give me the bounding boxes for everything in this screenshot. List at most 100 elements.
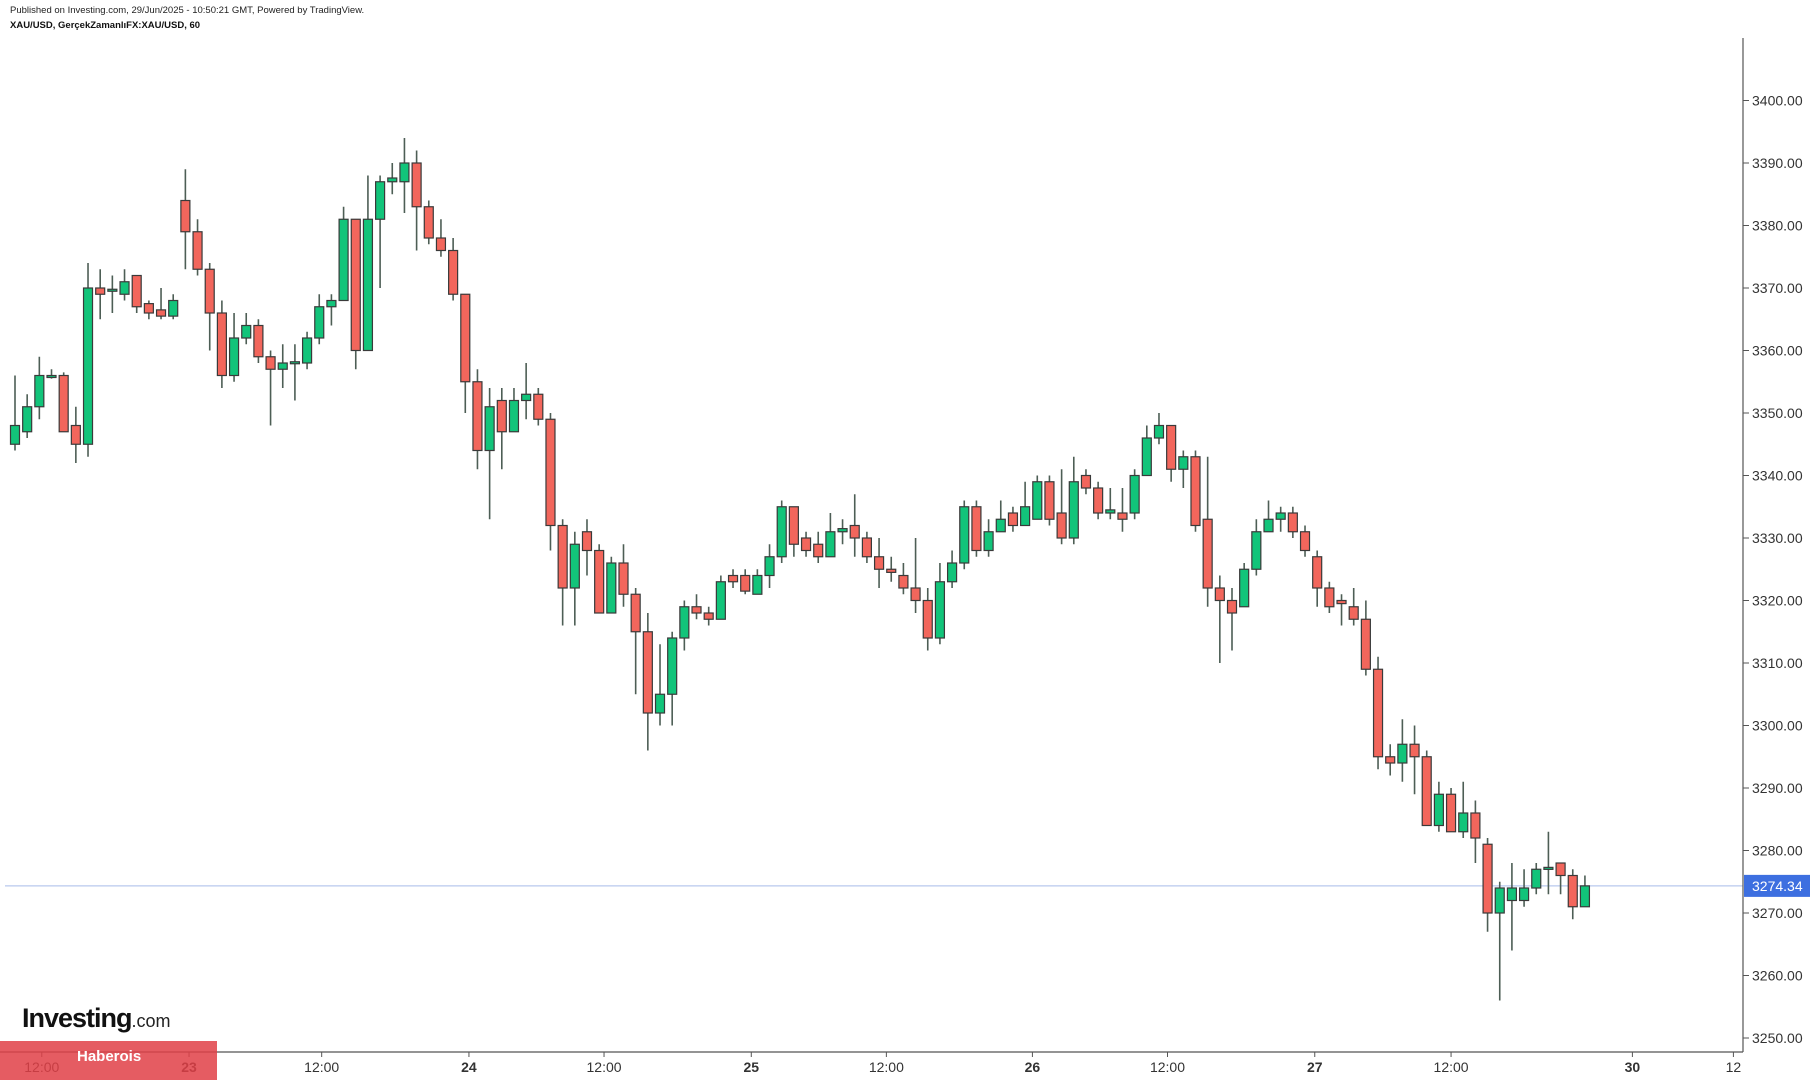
candle — [691, 594, 702, 620]
candle — [1482, 838, 1493, 932]
x-tick-label: 26 — [1025, 1059, 1041, 1075]
candle — [630, 588, 641, 695]
candle — [326, 294, 337, 326]
candle — [1178, 450, 1189, 488]
candle — [1312, 550, 1323, 607]
candle-body-down — [216, 312, 227, 377]
candle — [1458, 781, 1469, 838]
candle — [1202, 456, 1213, 607]
candle-body-down — [1202, 518, 1213, 589]
candle-body-up — [715, 581, 726, 620]
candle-body-up — [1105, 509, 1116, 514]
candle-body-up — [1531, 868, 1542, 889]
candle-body-up — [82, 287, 94, 445]
candle-body-down — [1421, 756, 1432, 827]
candle-body-down — [1226, 599, 1238, 614]
candle — [569, 531, 580, 626]
candle-body-down — [1214, 587, 1225, 602]
candle — [1385, 744, 1396, 776]
y-tick-label: 3310.00 — [1752, 655, 1803, 671]
candle-body-down — [630, 593, 641, 633]
candle-body-up — [776, 506, 787, 558]
candle-body-down — [70, 424, 81, 445]
candle-body-up — [1543, 866, 1554, 870]
candle — [1141, 425, 1152, 477]
candle — [1579, 875, 1591, 908]
candle-body-down — [423, 206, 434, 239]
candle-body-down — [253, 324, 264, 358]
candle-body-up — [1020, 506, 1031, 527]
candle-body-up — [825, 531, 836, 558]
candle — [228, 313, 240, 382]
candle-body-up — [1458, 812, 1469, 833]
x-tick-label: 12 — [1726, 1059, 1742, 1075]
candle-body-up — [1068, 481, 1079, 539]
candle — [289, 344, 301, 401]
candle-body-down — [411, 162, 422, 208]
candle — [1007, 506, 1019, 532]
candle — [241, 313, 252, 345]
candle — [472, 369, 483, 470]
candle-body-down — [922, 599, 933, 639]
candle — [314, 294, 325, 345]
candle-body-up — [314, 306, 325, 339]
candle-body-up — [1032, 481, 1043, 520]
candle — [107, 275, 118, 313]
candle — [1409, 725, 1420, 795]
candle-body-up — [606, 562, 617, 614]
candle-body-down — [1093, 487, 1104, 514]
y-tick-label: 3300.00 — [1752, 718, 1803, 734]
candle — [715, 575, 726, 620]
candle-body-down — [1299, 531, 1311, 552]
candle — [873, 538, 885, 588]
candle-body-down — [1324, 587, 1335, 608]
candle — [362, 175, 374, 352]
candle — [1433, 781, 1444, 832]
candle — [1543, 831, 1554, 895]
candle-body-up — [22, 406, 33, 433]
candle-body-down — [898, 574, 909, 589]
candle — [1531, 863, 1542, 895]
candle-body-up — [654, 693, 666, 714]
candle — [946, 550, 958, 588]
candle — [703, 606, 714, 626]
candle — [995, 500, 1006, 533]
last-price-label: 3274.34 — [1752, 878, 1803, 894]
candle-body-down — [642, 631, 653, 714]
y-tick-label: 3360.00 — [1752, 343, 1803, 359]
candle — [131, 274, 142, 313]
candle-body-up — [301, 337, 313, 364]
time-axis[interactable]: 12:002312:002412:002512:002612:002712:00… — [24, 1052, 1741, 1075]
price-axis[interactable]: 3250.00 3260.00 3270.00 3280.00 3290.00 3300.… — [1743, 93, 1810, 1047]
candle — [399, 138, 410, 213]
x-tick-label: 30 — [1625, 1059, 1641, 1075]
y-tick-label: 3390.00 — [1752, 155, 1803, 171]
candle — [484, 388, 495, 520]
candle-body-down — [143, 303, 154, 314]
candle — [216, 300, 227, 388]
candle — [594, 544, 605, 614]
candle-body-down — [910, 587, 921, 602]
candle — [204, 263, 215, 351]
candle — [934, 563, 946, 645]
candle-body-down — [849, 524, 860, 539]
candle-body-up — [484, 406, 495, 452]
candle — [9, 375, 21, 451]
x-tick-label: 12:00 — [1150, 1059, 1185, 1075]
candle — [837, 519, 848, 545]
candle — [375, 175, 386, 288]
candle-body-down — [727, 574, 739, 583]
candle — [752, 569, 763, 595]
candle — [1080, 469, 1092, 495]
candle-body-down — [350, 218, 361, 352]
candle-body-up — [983, 531, 994, 552]
candle — [1324, 581, 1335, 613]
x-tick-label: 25 — [743, 1059, 759, 1075]
candle — [800, 531, 812, 557]
candle-body-down — [703, 612, 714, 620]
y-tick-label: 3260.00 — [1752, 968, 1803, 984]
candle-body-up — [1251, 531, 1262, 570]
candle — [1166, 424, 1177, 482]
candle — [192, 219, 203, 276]
